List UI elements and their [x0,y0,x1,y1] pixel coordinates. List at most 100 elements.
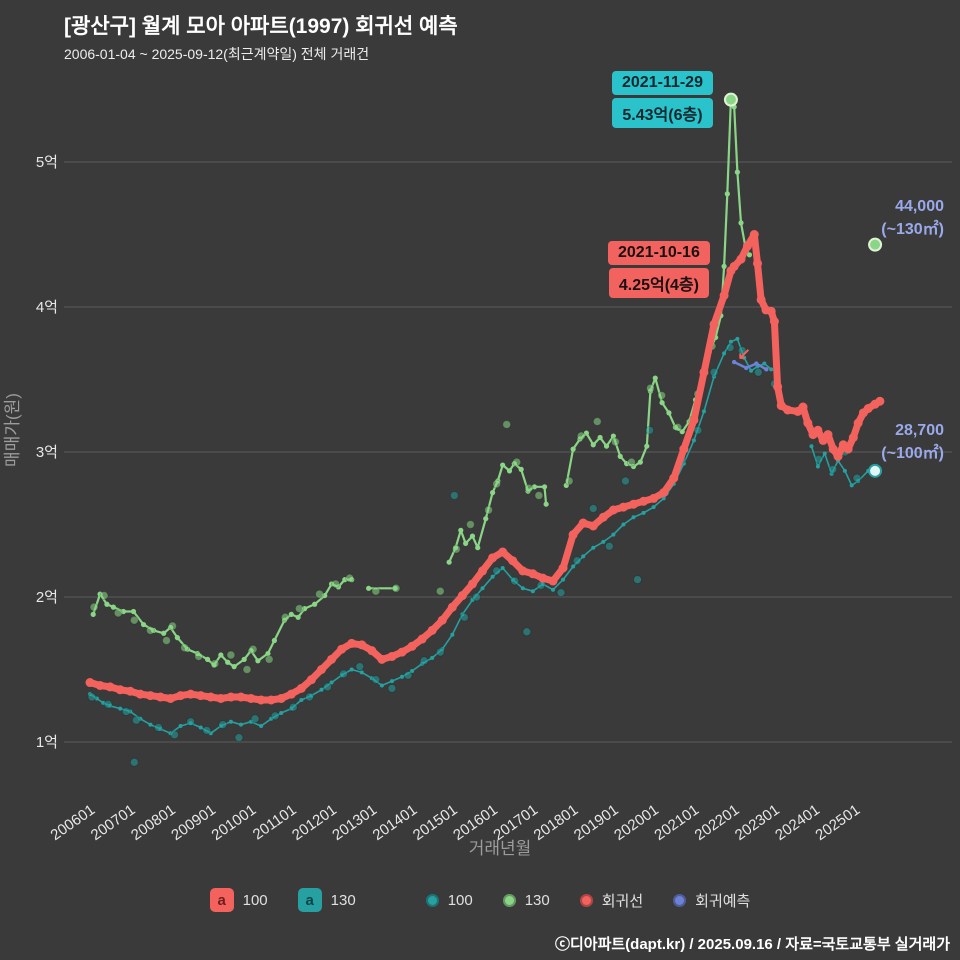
x-tick-label: 202201 [692,801,743,844]
scatter-point [387,683,397,693]
scatter-point [435,647,445,657]
scatter-point [576,431,586,441]
legend-item-a-100[interactable]: a 100 [209,888,268,912]
x-tick-label: 200801 [128,801,179,844]
scatter-point [592,417,602,427]
scatter-point [331,579,341,589]
scatter-point [633,575,643,585]
annotation-regression-date: 2021-10-16 [608,241,710,265]
end-label-130-price: 44,000 [895,198,944,215]
legend-item-regression[interactable]: 회귀선 [579,890,644,911]
scatter-point [828,464,838,474]
x-tick-label: 201401 [370,801,421,844]
y-axis-title: 매매가(원) [3,393,22,467]
scatter-point [180,643,190,653]
scatter-point [693,425,703,435]
scatter-point [371,675,381,685]
scatter-point [345,573,355,583]
scatter-point [248,644,258,654]
scatter-point [129,757,139,767]
scatter-point [536,580,546,590]
page-title: [광산구] 월계 모아 아파트(1997) 회귀선 예측 [64,15,458,38]
legend-item-scatter-130[interactable]: 130 [502,892,550,909]
end-label-100-area: (~100㎡) [881,445,944,463]
series-line-130 [90,97,753,670]
x-tick-label: 202501 [812,801,863,844]
scatter-point [210,659,220,669]
scatter-point [323,682,333,692]
scatter-point [89,602,99,612]
scatter-point [620,476,630,486]
scatter-point [391,583,401,593]
scatter-point [314,589,324,599]
series-forecast [731,359,769,372]
end-label-100: 28,700 (~100㎡) [881,419,944,465]
scatter-point [484,505,494,515]
y-tick-label: 1억 [36,734,58,751]
scatter-point [131,715,141,725]
scatter-point [304,692,314,702]
annotation-regression-value: 4.25억(4층) [608,268,709,298]
legend-item-a-130[interactable]: a 130 [297,888,356,912]
page-subtitle: 2006-01-04 ~ 2025-09-12(최근계약일) 전체 거래건 [64,46,370,62]
x-tick-label: 202101 [651,801,702,844]
scatter-130 [89,95,751,674]
legend-label-a-130: 130 [330,891,356,909]
scatter-point [403,670,413,680]
scatter-point [852,473,862,483]
scatter-point [645,383,655,393]
x-axis: 2006012007012008012009012010012011012012… [48,801,864,858]
scatter-point [451,544,461,554]
annotation-peak-130-value: 5.43억(6층) [612,98,713,128]
x-tick-label: 200901 [168,801,219,844]
scatter-point [449,491,459,500]
scatter-point [522,627,532,637]
scatter-point [121,707,131,717]
scatter-point [280,612,290,622]
scatter-point [250,714,260,724]
scatter-point [610,437,620,447]
scatter-point [510,576,520,586]
scatter-point [502,419,512,429]
series-line-100 [88,336,871,736]
scatter-point [218,720,228,730]
scatter-point [264,654,274,664]
x-tick-label: 202401 [772,801,823,844]
scatter-point [564,476,574,486]
scatter-point [202,725,212,735]
annotation-peak-130-date: 2021-11-29 [612,71,713,95]
x-axis-title: 거래년월 [469,839,532,858]
legend-item-forecast[interactable]: 회귀예측 [673,890,750,911]
end-label-100-price: 28,700 [895,422,944,439]
scatter-point [492,479,502,489]
legend-label-regression: 회귀선 [601,892,644,910]
y-tick-label: 3억 [36,444,58,461]
scatter-point [673,422,683,432]
x-tick-label: 200701 [88,801,139,844]
legend-item-scatter-100[interactable]: 100 [425,891,473,909]
scatter-point [604,541,614,551]
x-tick-label: 201601 [450,801,501,844]
legend-swatch-dot-forecast [673,893,687,907]
scatter-point [556,588,566,598]
scatter-point [234,733,244,743]
legend-swatch-dot-regression [579,893,593,907]
scatter-point [226,650,236,660]
legend-label-scatter-100: 100 [447,891,473,909]
scatter-point [459,612,469,622]
scatter-point [339,669,349,679]
scatter-point [588,504,598,514]
scatter-point [194,651,204,661]
x-tick-label: 202301 [732,801,783,844]
x-tick-label: 202001 [611,801,662,844]
scatter-point [87,692,97,702]
end-label-130-area: (~130㎡) [881,221,944,239]
scatter-point [242,665,252,674]
annotation-peak-130: 2021-11-29 5.43억(6층) [612,71,713,128]
legend-swatch-pill-a-100: a [209,888,234,912]
scatter-point [737,346,747,355]
scatter-point [435,586,445,596]
x-tick-label: 201001 [209,801,260,844]
x-tick-label: 201501 [410,801,461,844]
